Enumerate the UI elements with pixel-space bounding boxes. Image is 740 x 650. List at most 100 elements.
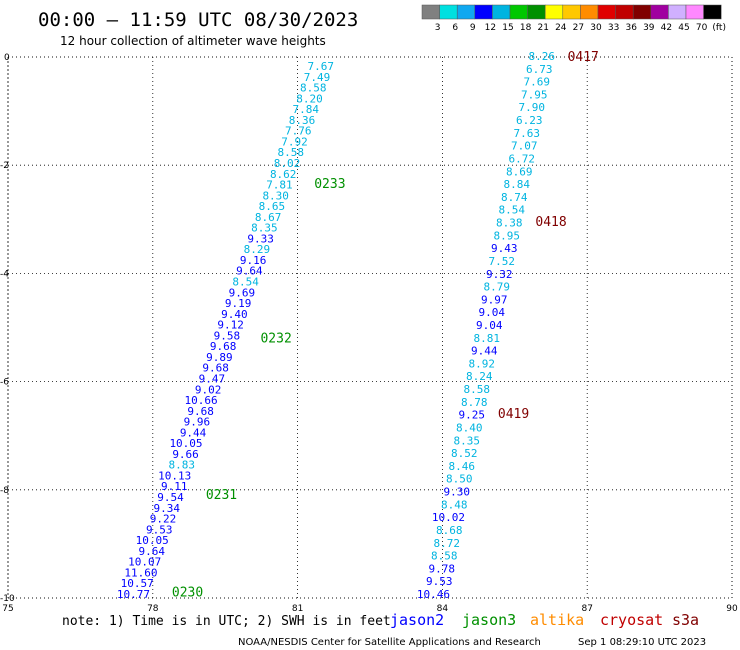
- scale-label: 42: [661, 23, 672, 33]
- scale-label: 3: [435, 23, 441, 33]
- wave-height-value: 9.53: [426, 575, 453, 588]
- y-tick-label: 0: [4, 53, 10, 63]
- wave-height-value: 10.66: [184, 394, 217, 407]
- wave-height-value: 9.44: [180, 426, 207, 439]
- scale-label: 36: [625, 23, 637, 33]
- wave-height-value: 10.02: [432, 511, 465, 524]
- scale-swatch: [439, 4, 458, 20]
- legend-s3a: s3a: [672, 611, 699, 629]
- wave-height-value: 8.48: [441, 498, 468, 511]
- wave-height-value: 9.64: [139, 545, 166, 558]
- wave-height-value: 8.54: [232, 276, 259, 289]
- scale-label: 24: [555, 23, 567, 33]
- legend-jason2: jason2: [390, 611, 444, 629]
- wave-height-value: 10.77: [117, 588, 150, 601]
- scale-label: 70: [696, 23, 708, 33]
- pass-time-label: 0231: [206, 488, 237, 503]
- wave-height-value: 8.79: [484, 281, 511, 294]
- axis-ticks: 75 78 81 84 87 90 0 -2 -4 -6 -8 -10: [0, 53, 738, 614]
- wave-height-value: 8.58: [464, 383, 491, 396]
- wave-height-value: 10.46: [417, 588, 450, 601]
- wave-height-value: 9.33: [247, 232, 274, 245]
- pass-time-label: 0230: [172, 586, 203, 601]
- scale-label: 15: [502, 23, 513, 33]
- wave-height-value: 11.60: [124, 566, 157, 579]
- wave-height-value: 6.23: [516, 114, 543, 127]
- wave-height-value: 9.69: [229, 286, 256, 299]
- y-tick-label: -4: [0, 269, 9, 279]
- scale-swatch: [615, 4, 634, 20]
- x-tick-label: 87: [581, 604, 592, 614]
- wave-height-value: 9.47: [199, 372, 226, 385]
- y-tick-label: -2: [0, 161, 9, 171]
- wave-height-value: 9.32: [486, 268, 513, 281]
- x-tick-label: 81: [292, 604, 303, 614]
- wave-height-value: 8.65: [259, 200, 286, 213]
- wave-height-value: 9.19: [225, 297, 252, 310]
- wave-height-value: 9.16: [240, 254, 267, 267]
- wave-height-value: 9.53: [146, 523, 173, 536]
- wave-height-value: 8.83: [169, 459, 196, 472]
- scale-label: 18: [520, 23, 532, 33]
- wave-height-value: 9.02: [195, 383, 222, 396]
- wave-height-value: 8.58: [277, 146, 304, 159]
- scale-label: 12: [485, 23, 496, 33]
- wave-height-value: 9.22: [150, 513, 177, 526]
- pass-time-label: 0417: [568, 50, 599, 65]
- chart-subtitle: 12 hour collection of altimeter wave hei…: [60, 34, 326, 48]
- scale-swatch: [456, 4, 476, 20]
- scale-swatch: [562, 4, 581, 20]
- wave-height-value: 8.54: [499, 204, 526, 217]
- scale-label: 39: [643, 23, 655, 33]
- wave-height-value: 9.68: [210, 340, 237, 353]
- scale-label: 33: [608, 23, 619, 33]
- wave-height-value: 7.76: [285, 125, 312, 138]
- wave-height-value: 9.43: [491, 242, 518, 255]
- wave-height-value: 8.26: [529, 50, 556, 63]
- scale-swatch: [544, 4, 564, 20]
- wave-height-value: 8.92: [469, 357, 496, 370]
- wave-height-value: 9.96: [184, 416, 211, 429]
- y-tick-label: -8: [0, 486, 9, 496]
- wave-height-value: 8.52: [451, 447, 478, 460]
- satellite-legend: jason2 jason3 altika cryosat s3a: [390, 611, 699, 629]
- scale-swatch: [509, 4, 528, 20]
- wave-height-value: 8.36: [289, 114, 316, 127]
- scale-swatch: [703, 4, 722, 20]
- footer-center: NOAA/NESDIS Center for Satellite Applica…: [238, 637, 541, 648]
- wave-height-value: 8.67: [255, 211, 282, 224]
- wave-height-value: 10.05: [136, 534, 169, 547]
- y-tick-label: -10: [0, 594, 15, 604]
- wave-height-value: 8.78: [461, 396, 488, 409]
- legend-jason3: jason3: [462, 611, 516, 629]
- wave-height-value: 8.69: [506, 165, 533, 178]
- scale-swatch: [668, 4, 687, 20]
- plot-frame: [7, 56, 733, 599]
- footer-timestamp: Sep 1 08:29:10 UTC 2023: [578, 637, 706, 648]
- wave-height-value: 9.97: [481, 293, 508, 306]
- wave-height-value: 8.35: [454, 434, 481, 447]
- scale-swatch: [650, 4, 669, 20]
- scale-swatch: [474, 4, 493, 20]
- scale-label: 30: [590, 23, 602, 33]
- scale-swatch: [597, 4, 616, 20]
- wave-height-value: 9.78: [429, 562, 456, 575]
- wave-height-value: 8.72: [434, 537, 461, 550]
- wave-height-value: 10.05: [169, 437, 202, 450]
- wave-height-value: 8.95: [494, 229, 521, 242]
- wave-height-value: 8.68: [436, 524, 463, 537]
- wave-height-value: 8.24: [466, 370, 493, 383]
- wave-height-value: 9.34: [154, 502, 181, 515]
- pass-time-label: 0232: [260, 331, 291, 346]
- legend-altika: altika: [530, 611, 584, 629]
- wave-height-value: 9.89: [206, 351, 233, 364]
- scale-swatch: [632, 4, 652, 20]
- wave-height-value: 8.46: [449, 460, 476, 473]
- wave-height-value: 9.40: [221, 308, 248, 321]
- scale-swatch: [527, 4, 546, 20]
- x-tick-label: 78: [147, 604, 159, 614]
- wave-height-value: 9.30: [444, 486, 471, 499]
- wave-height-value: 7.63: [514, 127, 541, 140]
- wave-height-value: 9.66: [172, 448, 199, 461]
